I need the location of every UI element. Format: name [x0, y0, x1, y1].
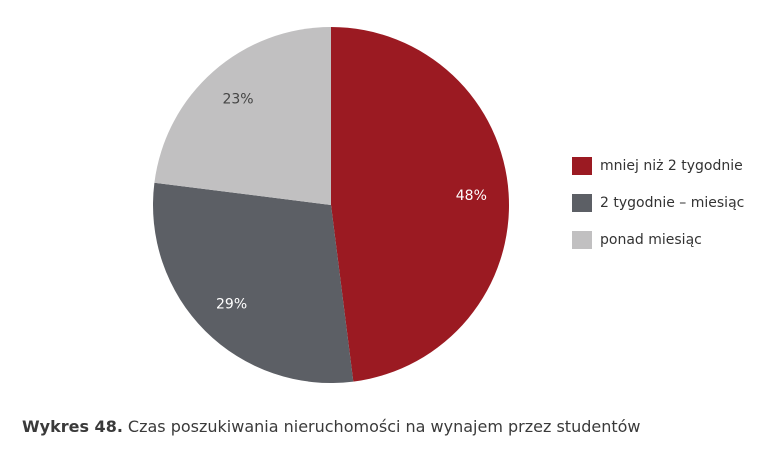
caption: Wykres 48. Czas poszukiwania nieruchomośc…: [22, 417, 641, 436]
caption-text: Czas poszukiwania nieruchomości na wynaj…: [128, 417, 641, 436]
legend-swatch: [572, 194, 592, 212]
legend-swatch: [572, 157, 592, 175]
pie-slice: [154, 27, 331, 205]
legend-label: mniej niż 2 tygodnie: [600, 158, 743, 174]
pie-slice: [331, 27, 510, 382]
slice-label: 23%: [222, 92, 253, 108]
pie-slice: [152, 182, 354, 383]
slice-label: 29%: [216, 296, 247, 312]
legend-label: ponad miesiąc: [600, 232, 702, 248]
caption-label: Wykres 48.: [22, 417, 123, 436]
slice-label: 48%: [456, 188, 487, 204]
legend-label: 2 tygodnie – miesiąc: [600, 195, 744, 211]
legend-swatch: [572, 231, 592, 249]
